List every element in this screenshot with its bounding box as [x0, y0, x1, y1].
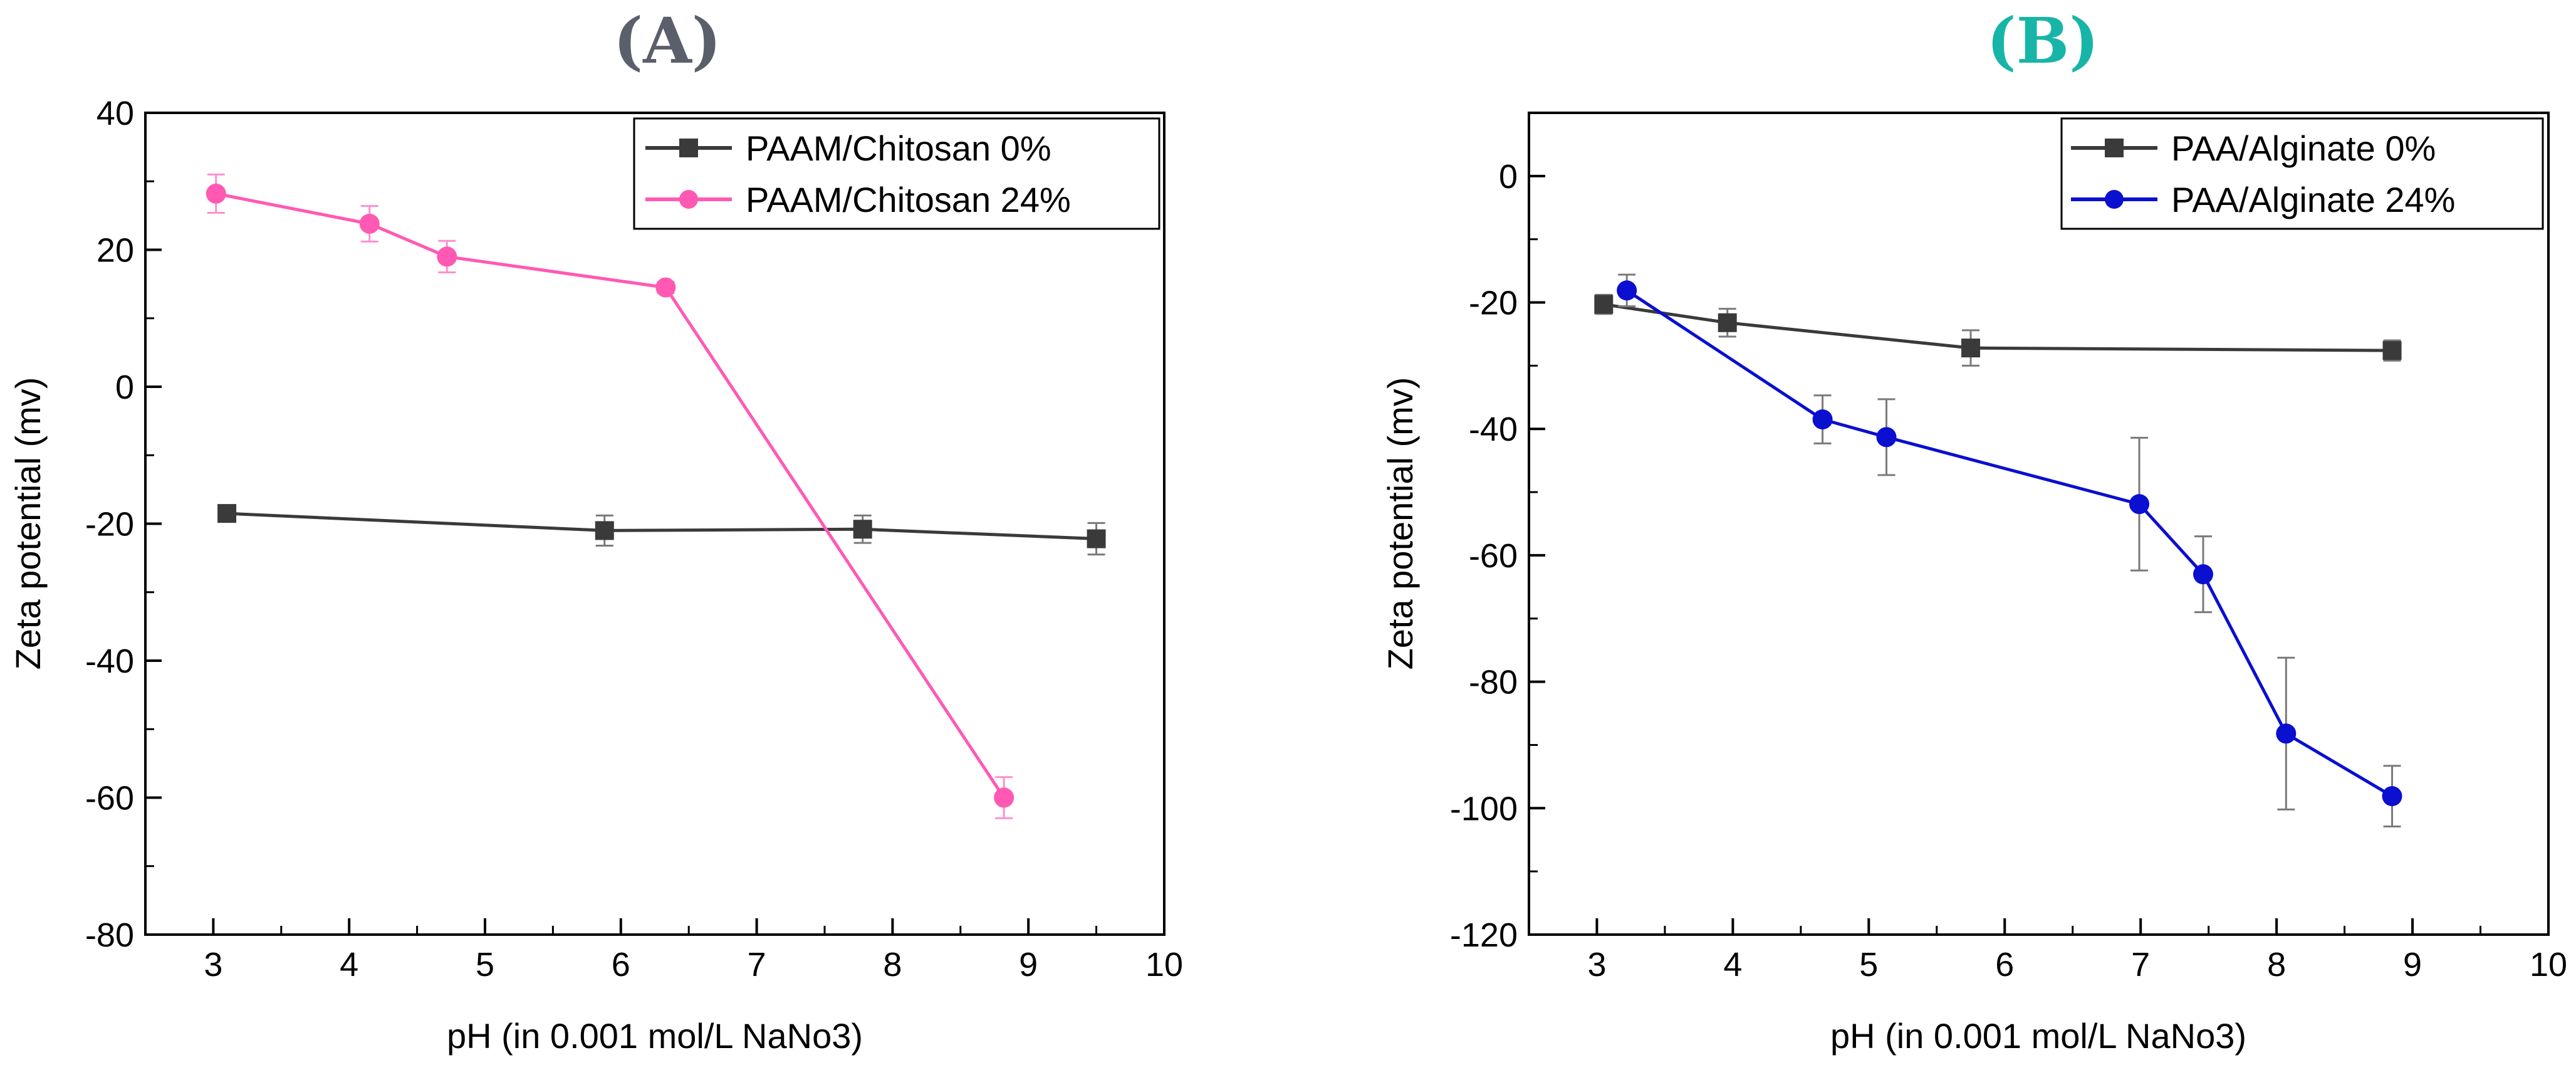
legend-box-b [2060, 117, 2544, 230]
y-tick-label-b: 0 [1499, 158, 1518, 196]
x-tick-label-b: 3 [1587, 946, 1606, 983]
legend-label-b-1: PAA/Alginate 24% [2171, 180, 2455, 219]
legend-label-a-1: PAAM/Chitosan 24% [746, 180, 1071, 219]
y-tick-label-b: -120 [1450, 916, 1518, 954]
x-tick-label-a: 7 [748, 946, 766, 983]
legend-entry-b-1: PAA/Alginate 24% [2071, 180, 2455, 219]
legend-label-a-0: PAAM/Chitosan 0% [746, 129, 1051, 168]
x-tick-label-a: 10 [1145, 946, 1183, 983]
data-point-a-1 [994, 787, 1014, 808]
data-point-a-0 [595, 521, 614, 540]
x-tick-label-a: 3 [204, 946, 222, 983]
y-tick-label-a: -40 [85, 643, 134, 680]
x-tick-label-b: 4 [1723, 946, 1742, 983]
x-tick-label-b: 10 [2530, 946, 2567, 983]
chart-panel-a: (A) 3 4 5 6 7 8 9 10 -80 -60 -40 -20 0 20 40 pH (in 0… [8, 4, 1183, 1056]
series-a-0 [217, 504, 1106, 556]
x-ticks-a: 3 4 5 6 7 8 9 10 [204, 918, 1183, 983]
data-point-b-1 [1812, 409, 1833, 430]
series-line-b-0 [1603, 303, 2392, 352]
data-point-b-1 [2382, 786, 2402, 807]
data-point-b-1 [1617, 280, 1637, 301]
data-point-a-1 [655, 277, 676, 298]
x-tick-label-b: 5 [1859, 946, 1878, 983]
data-point-a-1 [206, 183, 226, 204]
y-tick-label-b: -40 [1469, 411, 1518, 448]
y-tick-label-b: -60 [1469, 537, 1518, 575]
chart-panel-b: (B) 3 4 5 6 7 8 9 10 -120 -100 -80 -60 -40 -20 0 pH (… [1380, 4, 2567, 1056]
y-tick-label-b: -80 [1469, 664, 1518, 701]
series-layer-a [206, 173, 1106, 819]
series-b-1 [1617, 273, 2402, 828]
legend-marker-a-1 [679, 190, 698, 209]
series-line-a-0 [226, 511, 1097, 541]
legend-entry-a-1: PAAM/Chitosan 24% [645, 180, 1071, 219]
y-tick-label-a: -80 [85, 916, 134, 954]
data-point-b-1 [2193, 564, 2213, 585]
data-point-b-0 [1961, 338, 1981, 358]
x-ticks-b: 3 4 5 6 7 8 9 10 [1587, 918, 2567, 983]
data-point-b-1 [2129, 494, 2150, 515]
data-point-b-0 [2382, 341, 2402, 360]
y-tick-label-a: 40 [96, 95, 134, 132]
x-axis-label-a: pH (in 0.001 mol/L NaNo3) [447, 1016, 863, 1056]
y-tick-label-a: 0 [115, 369, 134, 406]
x-tick-label-a: 9 [1019, 946, 1038, 983]
legend-marker-b-1 [2105, 190, 2124, 209]
series-b-0 [1594, 293, 2402, 367]
panel-a-label: (A) [613, 4, 721, 78]
y-tick-label-a: -20 [85, 506, 134, 543]
x-tick-label-b: 9 [2403, 946, 2422, 983]
data-point-b-0 [1718, 313, 1737, 332]
y-ticks-a: -80 -60 -40 -20 0 20 40 [85, 95, 162, 954]
data-point-a-0 [217, 504, 237, 523]
legend-b: PAA/Alginate 0% PAA/Alginate 24% [2060, 117, 2544, 230]
legend-marker-a-0 [679, 139, 698, 157]
legend-box-a [633, 117, 1160, 230]
legend-entry-b-0: PAA/Alginate 0% [2071, 129, 2436, 168]
y-tick-label-b: -100 [1450, 790, 1518, 827]
data-point-b-1 [1876, 427, 1897, 448]
x-tick-label-a: 4 [340, 946, 358, 983]
data-point-a-1 [359, 213, 380, 234]
y-ticks-b: -120 -100 -80 -60 -40 -20 0 [1450, 158, 1545, 954]
data-point-a-0 [853, 520, 872, 539]
y-axis-label-b: Zeta potential (mv) [1380, 377, 1420, 670]
data-point-b-0 [1594, 295, 1614, 314]
x-tick-label-a: 8 [883, 946, 902, 983]
x-tick-label-b: 6 [1995, 946, 2014, 983]
data-point-a-1 [437, 246, 457, 267]
legend-a: PAAM/Chitosan 0% PAAM/Chitosan 24% [633, 117, 1160, 230]
legend-label-b-0: PAA/Alginate 0% [2171, 129, 2436, 168]
x-tick-label-a: 6 [612, 946, 630, 983]
y-tick-label-a: -60 [85, 780, 134, 817]
legend-marker-b-0 [2105, 139, 2124, 157]
panel-b-label: (B) [1986, 4, 2099, 78]
series-layer-b [1594, 273, 2402, 828]
data-point-b-1 [2276, 723, 2297, 744]
plot-frame-b [1528, 112, 2550, 936]
x-tick-label-b: 7 [2131, 946, 2150, 983]
x-tick-label-b: 8 [2267, 946, 2286, 983]
legend-entry-a-0: PAAM/Chitosan 0% [645, 129, 1051, 168]
data-point-a-0 [1087, 529, 1106, 548]
x-tick-label-a: 5 [476, 946, 494, 983]
y-axis-label-a: Zeta potential (mv) [8, 377, 48, 670]
y-tick-label-a: 20 [96, 232, 134, 270]
y-tick-label-b: -20 [1469, 285, 1518, 322]
x-axis-label-b: pH (in 0.001 mol/L NaNo3) [1830, 1016, 2246, 1056]
series-a-1 [206, 173, 1014, 819]
